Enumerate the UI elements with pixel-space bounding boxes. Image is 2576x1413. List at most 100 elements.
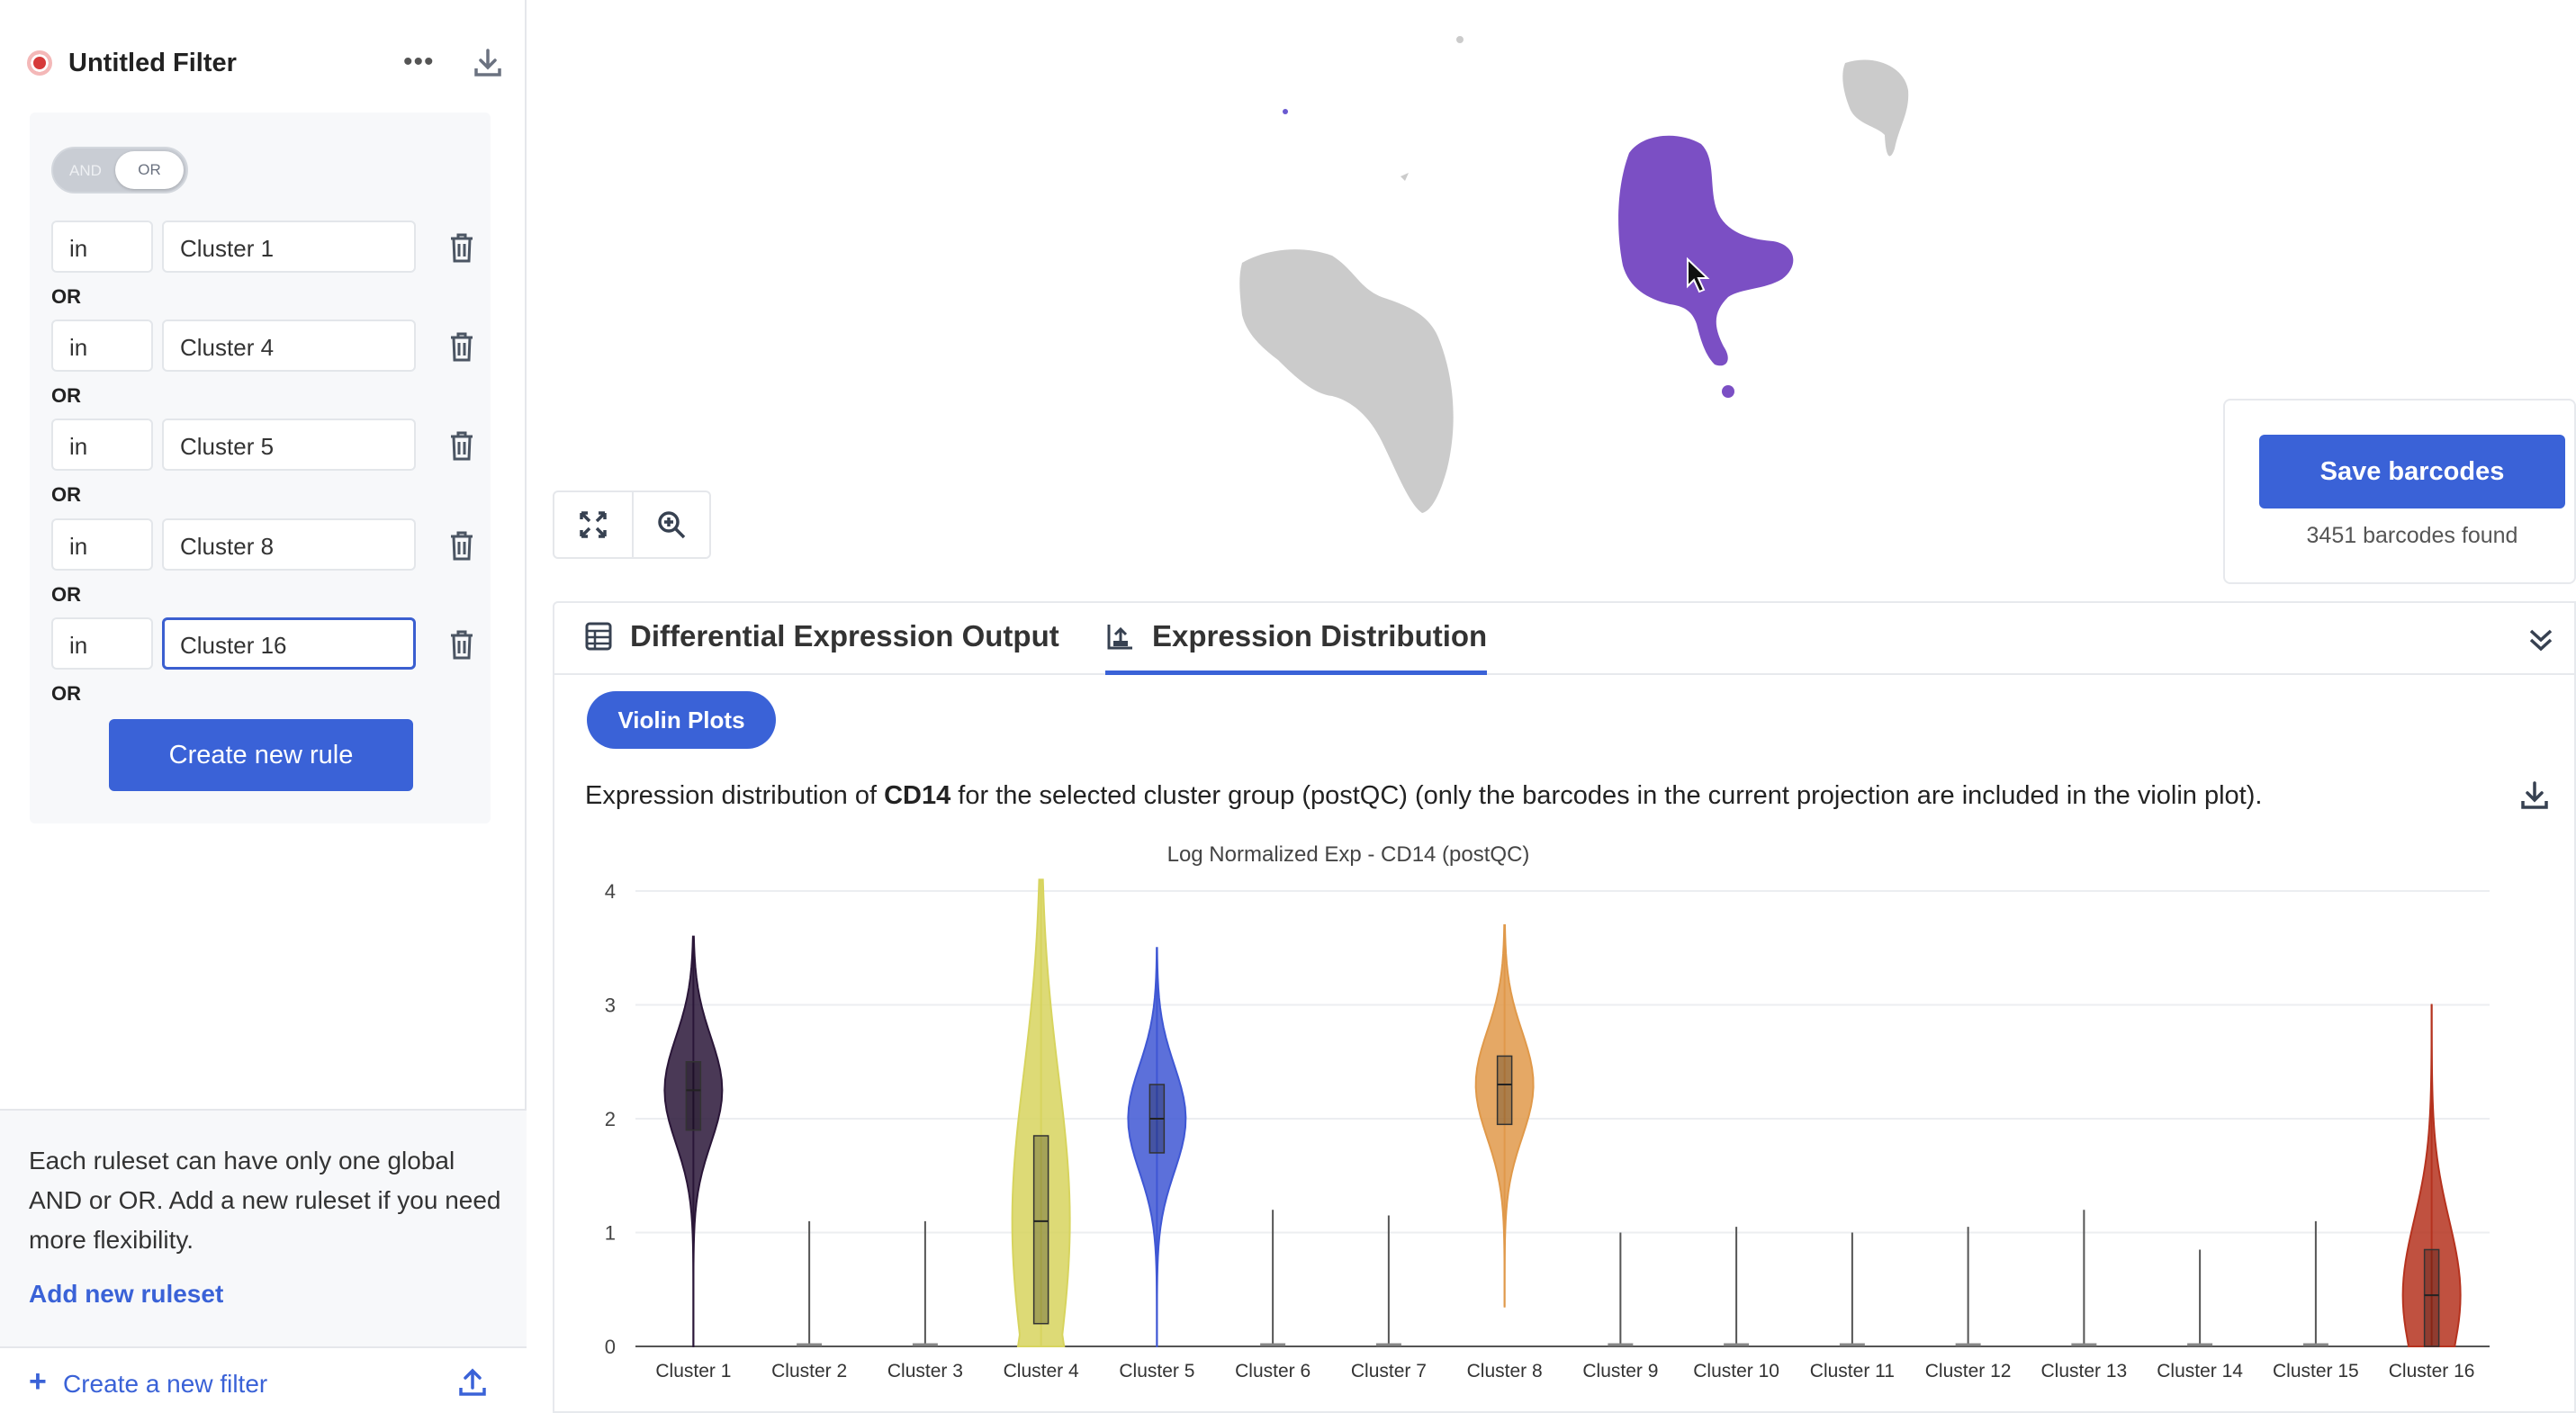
create-filter-link[interactable]: Create a new filter xyxy=(63,1370,268,1398)
and-or-toggle[interactable]: AND OR xyxy=(51,147,188,194)
description-suffix: for the selected cluster group (postQC) … xyxy=(950,781,2263,810)
x-tick-label: Cluster 8 xyxy=(1467,1361,1543,1382)
violin-body xyxy=(1474,923,1535,1308)
rule-operator-select[interactable]: in xyxy=(51,617,153,670)
or-joiner: OR xyxy=(51,483,81,506)
or-joiner: OR xyxy=(51,285,81,308)
zoom-button[interactable] xyxy=(631,492,709,557)
x-tick-label: Cluster 14 xyxy=(2157,1361,2243,1382)
trash-icon[interactable] xyxy=(447,429,476,462)
violin-body xyxy=(2401,1004,2462,1347)
description-text: Expression distribution of CD14 for the … xyxy=(585,781,2262,811)
or-joiner: OR xyxy=(51,384,81,407)
create-rule-button[interactable]: Create new rule xyxy=(109,719,413,791)
ruleset-help-text: Each ruleset can have only one global AN… xyxy=(29,1147,501,1254)
violin-box xyxy=(1496,1055,1513,1126)
x-tick-label: Cluster 11 xyxy=(1810,1361,1895,1382)
trash-icon[interactable] xyxy=(447,231,476,264)
ruleset-panel: AND OR in Cluster 1 OR in Cluster 4 OR i… xyxy=(30,112,491,824)
results-panel: Differential Expression Output Expressio… xyxy=(553,601,2576,1413)
violin-box xyxy=(2423,1248,2440,1347)
y-tick-label: 2 xyxy=(605,1108,616,1130)
x-tick-label: Cluster 16 xyxy=(2389,1361,2475,1382)
violin-body xyxy=(1011,878,1071,1347)
violin-body xyxy=(1127,947,1187,1347)
chart-upload-icon xyxy=(1107,625,1132,650)
filter-sidebar: Untitled Filter ••• AND OR in Cluster 1 … xyxy=(0,0,527,1413)
x-tick-label: Cluster 3 xyxy=(887,1361,963,1382)
expand-arrows-icon xyxy=(580,511,607,538)
violin-box xyxy=(685,1061,702,1131)
x-tick-label: Cluster 2 xyxy=(771,1361,847,1382)
chart-title: Log Normalized Exp - CD14 (postQC) xyxy=(1166,842,1530,867)
y-tick-label: 0 xyxy=(605,1336,616,1358)
zoom-in-icon xyxy=(658,511,686,539)
add-ruleset-link[interactable]: Add new ruleset xyxy=(29,1280,224,1308)
x-tick-label: Cluster 1 xyxy=(655,1361,731,1382)
sidebar-footer: Each ruleset can have only one global AN… xyxy=(0,1109,527,1413)
trash-icon[interactable] xyxy=(447,529,476,562)
x-tick-label: Cluster 15 xyxy=(2273,1361,2359,1382)
rule-value-input[interactable]: Cluster 5 xyxy=(162,418,416,471)
x-tick-label: Cluster 5 xyxy=(1119,1361,1194,1382)
gene-name: CD14 xyxy=(884,781,951,810)
rule-value-input[interactable]: Cluster 4 xyxy=(162,320,416,372)
fit-view-button[interactable] xyxy=(554,492,632,557)
chevron-double-down-icon[interactable] xyxy=(2524,623,2558,657)
rule-row: in Cluster 5 xyxy=(51,418,474,471)
toggle-and-label[interactable]: AND xyxy=(69,162,102,179)
tab-differential-expression[interactable]: Differential Expression Output xyxy=(583,619,1059,675)
tab-label: Expression Distribution xyxy=(1152,619,1488,652)
rule-operator-select[interactable]: in xyxy=(51,220,153,273)
rule-row: in Cluster 16 xyxy=(51,617,474,670)
table-icon xyxy=(585,622,612,651)
rule-value-input[interactable]: Cluster 8 xyxy=(162,518,416,571)
umap-selected-clusters xyxy=(1618,135,1794,398)
view-toolbar xyxy=(553,490,711,559)
rule-operator-select[interactable]: in xyxy=(51,320,153,372)
plus-icon[interactable]: + xyxy=(29,1364,47,1399)
violin-body xyxy=(663,935,724,1347)
or-joiner: OR xyxy=(51,682,81,705)
toggle-or-label[interactable]: OR xyxy=(115,151,184,189)
rule-value-input[interactable]: Cluster 16 xyxy=(162,617,416,670)
x-tick-label: Cluster 6 xyxy=(1235,1361,1311,1382)
or-joiner: OR xyxy=(51,583,81,606)
barcodes-found-count: 3451 barcodes found xyxy=(2306,523,2518,548)
violin-plots-chip[interactable]: Violin Plots xyxy=(587,691,776,749)
filter-title[interactable]: Untitled Filter xyxy=(68,48,237,77)
y-tick-label: 4 xyxy=(605,880,616,903)
trash-icon[interactable] xyxy=(447,628,476,661)
violin-box xyxy=(1032,1135,1049,1325)
download-icon[interactable] xyxy=(470,45,506,81)
barcode-card: Save barcodes 3451 barcodes found xyxy=(2223,399,2576,584)
umap-projection[interactable] xyxy=(540,0,2576,585)
new-filter-bar: + Create a new filter xyxy=(0,1346,527,1413)
rule-row: in Cluster 8 xyxy=(51,518,474,571)
save-barcodes-button[interactable]: Save barcodes xyxy=(2259,435,2565,508)
upload-icon[interactable] xyxy=(455,1364,491,1400)
rule-row: in Cluster 1 xyxy=(51,220,474,273)
y-tick-label: 1 xyxy=(605,1222,616,1245)
filter-header: Untitled Filter ••• xyxy=(27,43,501,83)
rule-row: in Cluster 4 xyxy=(51,320,474,372)
rule-operator-select[interactable]: in xyxy=(51,418,153,471)
tab-label: Differential Expression Output xyxy=(630,619,1059,652)
download-icon[interactable] xyxy=(2517,778,2553,814)
rule-operator-select[interactable]: in xyxy=(51,518,153,571)
more-options-icon[interactable]: ••• xyxy=(403,47,435,76)
y-tick-label: 3 xyxy=(605,994,616,1017)
x-tick-label: Cluster 9 xyxy=(1582,1361,1658,1382)
x-tick-label: Cluster 4 xyxy=(1004,1361,1079,1382)
rule-value-input[interactable]: Cluster 1 xyxy=(162,220,416,273)
record-status-icon xyxy=(27,50,52,76)
results-tabs: Differential Expression Output Expressio… xyxy=(554,603,2576,675)
trash-icon[interactable] xyxy=(447,330,476,363)
umap-scatter[interactable] xyxy=(540,0,2576,585)
cursor-pointer xyxy=(1687,256,1710,293)
umap-other-clusters xyxy=(1239,36,1909,513)
x-tick-label: Cluster 7 xyxy=(1351,1361,1427,1382)
x-tick-label: Cluster 12 xyxy=(1925,1361,2012,1382)
violin-chart: 0 1 2 3 4 Cluster 1 Cluster 2 Cluster 3 Cluster … xyxy=(605,878,2490,1382)
tab-expression-distribution[interactable]: Expression Distribution xyxy=(1105,619,1488,675)
